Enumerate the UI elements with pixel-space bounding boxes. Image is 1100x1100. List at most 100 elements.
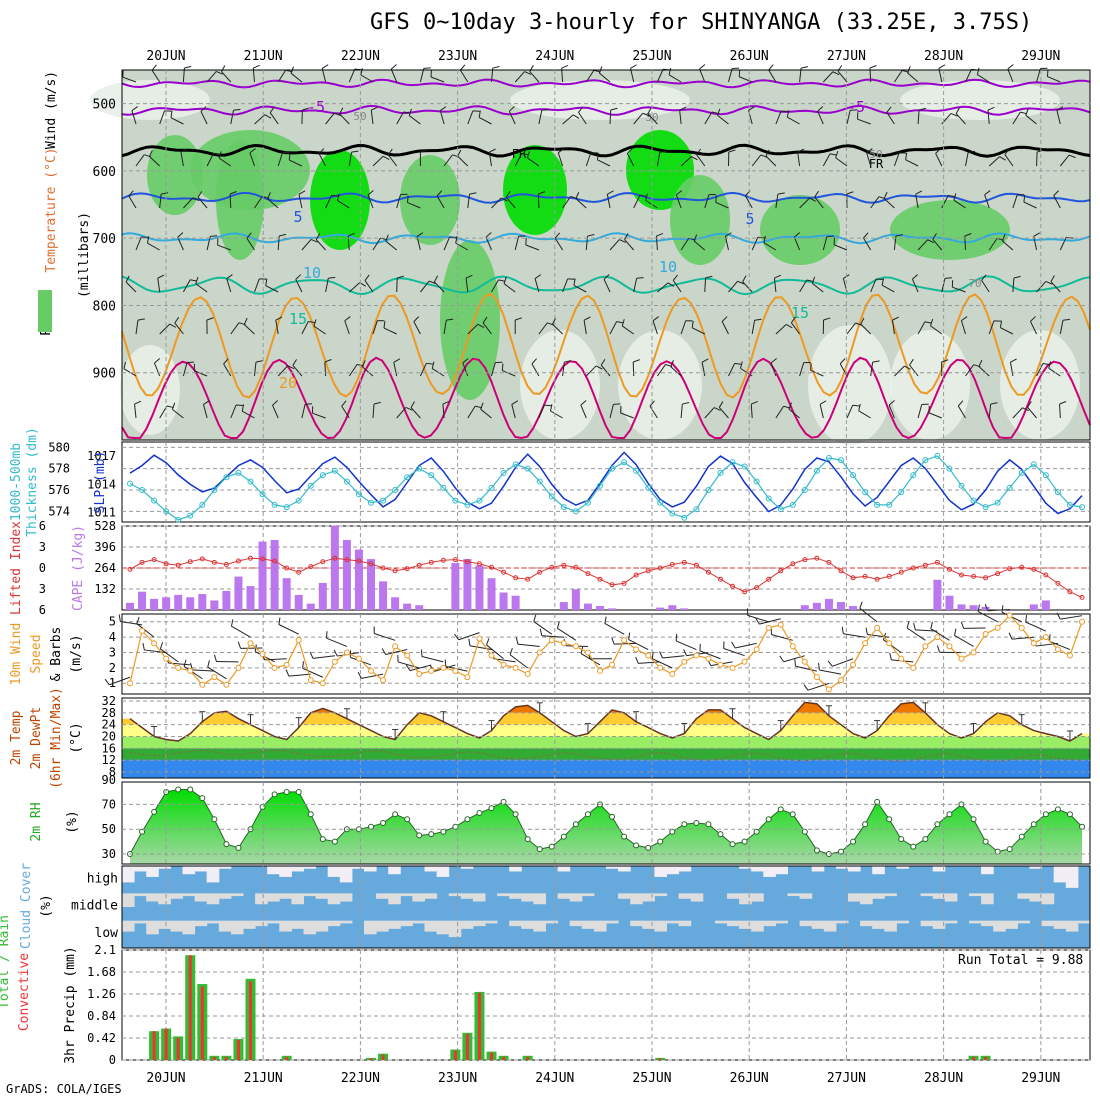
- thickness-point: [440, 484, 447, 491]
- wind-barb-feather: [309, 651, 314, 659]
- thickness-point: [271, 501, 278, 508]
- wind-barb: [491, 279, 499, 293]
- wind-barb: [905, 159, 919, 167]
- lifted-index-point: [1007, 566, 1013, 572]
- wind-barb: [419, 363, 427, 377]
- wind-barb: [668, 74, 682, 83]
- wind-barb-feather: [1050, 275, 1055, 282]
- cloud-gap: [122, 920, 135, 932]
- wind-barb-feather: [190, 279, 198, 282]
- wind-barb: [770, 362, 777, 377]
- wind-barb: [538, 322, 548, 335]
- lifted-index-point: [284, 565, 290, 571]
- wind-barb-feather: [118, 614, 121, 622]
- wind-barb-feather: [705, 275, 713, 279]
- thickness-point: [910, 472, 917, 479]
- wind-barb: [230, 322, 240, 335]
- wind-barb: [128, 195, 137, 209]
- wind-barb: [325, 195, 332, 209]
- rh-point: [295, 788, 302, 795]
- wind-barb-feather: [984, 190, 991, 196]
- panel-frame: [121, 949, 1091, 1061]
- wind-barb: [301, 404, 306, 419]
- wind-barb: [624, 239, 635, 251]
- wind-barb-feather: [538, 191, 546, 195]
- wind-barb-feather: [774, 274, 782, 279]
- wind-barb: [787, 116, 800, 125]
- wind-barb: [326, 637, 348, 647]
- rh-point: [271, 791, 278, 798]
- wind-barb: [246, 237, 255, 251]
- wind-barb: [1047, 76, 1061, 83]
- temp-band: [122, 724, 1090, 737]
- wind-barb: [977, 611, 998, 623]
- cloud-gap: [1065, 866, 1079, 888]
- wind-barb-feather: [630, 64, 637, 69]
- wind-speed-point: [163, 655, 170, 662]
- cloud-gap: [1077, 920, 1091, 924]
- precip-convective-bar: [224, 1056, 228, 1060]
- lifted-index-point: [272, 558, 278, 564]
- wind-barb-feather: [223, 358, 229, 365]
- wind-speed-point: [223, 681, 230, 688]
- rh-point: [777, 806, 784, 813]
- wind-barb-feather: [755, 617, 760, 625]
- wind-barb-feather: [895, 234, 903, 237]
- lifted-index-point: [621, 580, 627, 586]
- rh2m-panel: 30 50 70 2m RH (%): [29, 781, 1091, 865]
- wind-barb-feather: [621, 319, 625, 327]
- wind-speed-point: [235, 664, 242, 671]
- wind-barb-feather: [1053, 190, 1059, 196]
- wind-barb-feather: [786, 110, 790, 118]
- wind-barb-feather: [670, 360, 674, 367]
- axis-title-rh-units: (%): [65, 810, 80, 833]
- axis-title-pressure: (millibars): [77, 212, 92, 298]
- wind-barb: [917, 404, 923, 419]
- wind-barb-feather: [611, 637, 615, 645]
- wind-barb: [691, 327, 706, 335]
- wind-barb: [408, 115, 421, 125]
- wind-barb: [321, 68, 327, 83]
- wind-barb: [172, 408, 184, 419]
- cloud-gap: [848, 893, 861, 902]
- wind-barb-feather: [321, 64, 329, 69]
- cloud-gap: [279, 920, 292, 932]
- cape-bar: [656, 607, 665, 610]
- wind-barb: [485, 236, 492, 251]
- wind-barb: [1050, 281, 1061, 293]
- wind-barb-feather: [639, 194, 647, 197]
- wind-barb-feather: [174, 316, 180, 324]
- cloud-gap: [690, 893, 704, 902]
- thickness-point: [127, 480, 133, 487]
- wind-barb: [987, 110, 990, 125]
- wind-barb-feather: [344, 316, 351, 322]
- cape-bar: [463, 559, 472, 610]
- rh-point: [259, 803, 266, 810]
- rh-point: [187, 786, 194, 793]
- wind-barb-feather: [397, 275, 405, 279]
- wind-barb: [552, 323, 563, 335]
- rh-point: [910, 843, 917, 850]
- wind-barb-feather: [941, 359, 949, 363]
- wind-barb: [538, 404, 545, 419]
- wind-barb: [833, 244, 848, 251]
- cloud-gap: [291, 866, 304, 872]
- cloud-gap: [255, 893, 268, 905]
- wind-barb: [977, 74, 990, 83]
- cloud-gap: [497, 893, 510, 897]
- wind-barb-feather: [572, 114, 580, 119]
- wind-barb-feather: [171, 402, 176, 410]
- wind-barb: [721, 321, 729, 335]
- wind-barb: [393, 362, 398, 377]
- wind-barb-feather: [938, 64, 946, 69]
- wind-barb: [206, 71, 217, 83]
- wind-barb: [301, 239, 312, 251]
- precip-convective-bar: [369, 1058, 373, 1060]
- wind-barb: [467, 323, 479, 335]
- wind-barb-feather: [206, 317, 214, 321]
- wind-barb-feather: [955, 107, 961, 114]
- wind-barb: [1053, 195, 1061, 209]
- wind-barb: [242, 410, 255, 419]
- rh-point: [705, 821, 712, 828]
- wind-barb: [675, 194, 682, 209]
